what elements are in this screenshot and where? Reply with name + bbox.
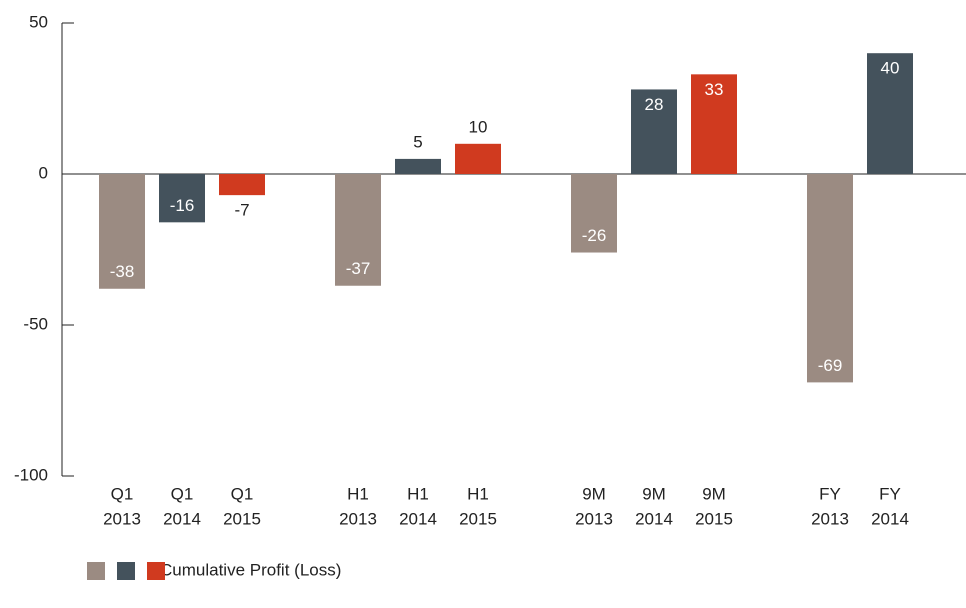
x-tick-label: 9M — [582, 484, 606, 503]
x-tick-year: 2015 — [459, 509, 497, 528]
x-tick-year: 2013 — [811, 509, 849, 528]
x-tick-year: 2013 — [575, 509, 613, 528]
value-label: 5 — [413, 132, 422, 151]
bar — [631, 89, 677, 174]
bar — [807, 174, 853, 383]
y-tick-label: -100 — [14, 465, 48, 484]
bar — [395, 158, 441, 174]
y-tick-label: 0 — [39, 163, 48, 182]
value-label: 40 — [881, 59, 900, 78]
y-tick-label: -50 — [23, 314, 48, 333]
value-label: 28 — [645, 95, 664, 114]
value-label: 33 — [705, 80, 724, 99]
x-tick-label: Q1 — [171, 484, 194, 503]
legend-swatch — [147, 562, 165, 580]
bar — [571, 174, 617, 253]
bar — [455, 143, 501, 174]
bar — [159, 174, 205, 223]
x-tick-year: 2014 — [399, 509, 437, 528]
x-tick-label: Q1 — [231, 484, 254, 503]
x-tick-year: 2013 — [339, 509, 377, 528]
value-label: -37 — [346, 259, 371, 278]
bar — [219, 174, 265, 196]
value-label: -16 — [170, 196, 195, 215]
legend-label: Cumulative Profit (Loss) — [160, 560, 341, 579]
bar — [99, 174, 145, 289]
x-tick-year: 2015 — [223, 509, 261, 528]
value-label: -26 — [582, 226, 607, 245]
bar — [867, 53, 913, 175]
value-label: 10 — [469, 117, 488, 136]
x-tick-label: 9M — [702, 484, 726, 503]
value-label: -69 — [818, 356, 843, 375]
x-tick-label: H1 — [407, 484, 429, 503]
x-tick-label: H1 — [347, 484, 369, 503]
bar — [691, 74, 737, 174]
value-label: -7 — [234, 201, 249, 220]
bar — [335, 174, 381, 286]
x-tick-label: H1 — [467, 484, 489, 503]
x-tick-year: 2015 — [695, 509, 733, 528]
x-tick-label: Q1 — [111, 484, 134, 503]
value-label: -38 — [110, 262, 135, 281]
x-tick-label: FY — [819, 484, 841, 503]
legend-swatch — [117, 562, 135, 580]
x-tick-year: 2014 — [635, 509, 673, 528]
x-tick-year: 2014 — [163, 509, 201, 528]
x-tick-year: 2013 — [103, 509, 141, 528]
x-tick-label: FY — [879, 484, 901, 503]
y-tick-label: 50 — [29, 12, 48, 31]
x-tick-label: 9M — [642, 484, 666, 503]
legend-swatch — [87, 562, 105, 580]
x-tick-year: 2014 — [871, 509, 909, 528]
